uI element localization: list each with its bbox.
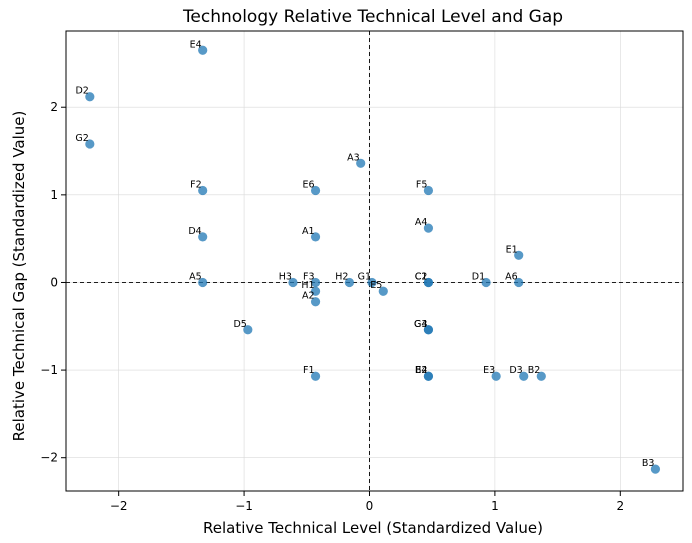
point-label-E5: E5 (370, 280, 382, 291)
x-axis-label: Relative Technical Level (Standardized V… (203, 519, 543, 537)
point-label-H1: H1 (301, 280, 314, 291)
point-label-E1: E1 (506, 244, 518, 255)
point-label-F3: F3 (303, 271, 315, 282)
data-point-G1 (367, 277, 377, 288)
point-label-E3: E3 (483, 365, 495, 376)
data-point-E3 (491, 371, 501, 381)
point-label-F5: F5 (416, 179, 428, 190)
data-point-D5 (243, 325, 253, 335)
data-point-F2 (198, 185, 208, 196)
point-label-D4: D4 (188, 226, 201, 237)
data-point-G4 (423, 325, 434, 335)
data-point-B2 (536, 371, 546, 381)
data-point-B3 (650, 464, 661, 474)
point-label-D3: D3 (509, 365, 522, 376)
data-point-E1 (514, 250, 524, 260)
data-point-A3 (356, 158, 366, 168)
point-label-G1: G1 (358, 271, 371, 282)
data-point-H1 (310, 286, 321, 296)
y-tick-label: 0 (50, 275, 58, 289)
data-points (85, 45, 661, 474)
point-label-D2: D2 (75, 86, 88, 97)
data-point-B4 (423, 371, 434, 381)
x-tick-label: 2 (616, 499, 624, 513)
data-point-D2 (85, 92, 95, 102)
reference-lines (66, 31, 683, 491)
point-label-G3: G3 (414, 319, 427, 330)
data-point-H3 (288, 277, 298, 288)
point-label-F1: F1 (303, 365, 315, 376)
data-point-E5 (378, 286, 388, 296)
data-point-D4 (198, 232, 208, 242)
data-point-E6 (310, 185, 321, 196)
y-tick-label: −1 (40, 363, 58, 377)
x-tick-label: −2 (110, 499, 128, 513)
data-point-E4 (198, 45, 208, 55)
data-point-F1 (310, 371, 321, 381)
data-point-A1 (310, 232, 321, 242)
grid (66, 31, 683, 491)
point-label-D5: D5 (233, 319, 246, 330)
data-point-D1 (481, 277, 491, 288)
point-label-A4: A4 (415, 217, 428, 228)
y-tick-label: 2 (50, 100, 58, 114)
point-label-A1: A1 (302, 226, 315, 237)
point-label-B2: B2 (528, 365, 541, 376)
point-label-H2: H2 (335, 271, 348, 282)
point-label-A3: A3 (347, 152, 360, 163)
point-label-A5: A5 (189, 271, 202, 282)
y-axis-label: Relative Technical Gap (Standardized Val… (10, 111, 28, 442)
point-label-A6: A6 (505, 271, 518, 282)
data-point-A4 (423, 223, 434, 233)
point-label-E6: E6 (303, 179, 315, 190)
point-label-G4: G4 (414, 319, 427, 330)
y-tick-label: −2 (40, 451, 58, 465)
data-point-A6 (514, 277, 524, 288)
point-label-D1: D1 (472, 271, 485, 282)
point-label-C1: C1 (415, 271, 428, 282)
point-label-B3: B3 (642, 458, 655, 469)
x-tick-label: 1 (491, 499, 499, 513)
y-tick-label: 1 (50, 188, 58, 202)
x-tick-label: 0 (366, 499, 374, 513)
data-point-F5 (423, 185, 434, 196)
plot-frame (65, 30, 684, 492)
y-axis-ticks: −2 −1 0 1 2 (40, 100, 66, 465)
chart-title: Technology Relative Technical Level and … (182, 7, 563, 27)
data-point-A2 (310, 297, 321, 307)
data-point-A5 (198, 277, 208, 288)
data-point-G2 (85, 139, 95, 149)
data-point-F3 (310, 277, 321, 288)
point-label-E2: E2 (415, 365, 427, 376)
data-point-D3 (519, 371, 529, 381)
point-label-B4: B4 (415, 365, 428, 376)
point-label-G2: G2 (75, 133, 88, 144)
x-axis-ticks: −2 −1 0 1 2 (110, 491, 624, 513)
data-point-C2 (423, 277, 434, 288)
data-point-H2 (344, 277, 355, 288)
point-label-A2: A2 (302, 291, 315, 302)
point-label-F2: F2 (190, 179, 202, 190)
point-label-E4: E4 (190, 39, 202, 50)
x-tick-label: −1 (235, 499, 253, 513)
point-label-H3: H3 (279, 271, 292, 282)
point-label-C2: C2 (415, 271, 428, 282)
